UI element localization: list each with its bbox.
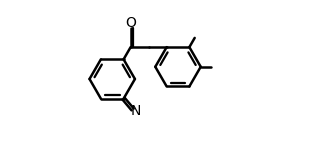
Text: N: N [131,104,141,118]
Text: O: O [125,16,136,30]
